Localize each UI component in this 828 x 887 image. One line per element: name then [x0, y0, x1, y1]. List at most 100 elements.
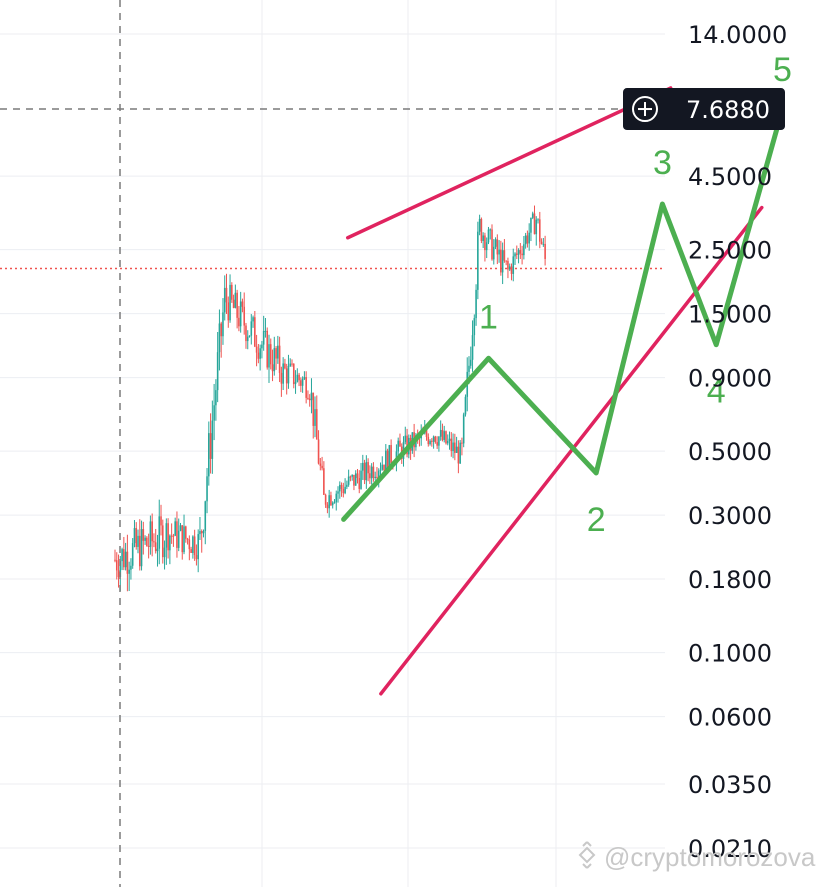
candle [331, 501, 334, 509]
candle [239, 291, 242, 333]
wave-label-3: 3 [653, 144, 672, 182]
candle [130, 558, 132, 580]
candle [174, 517, 176, 537]
candle [369, 465, 371, 485]
candle [135, 522, 138, 550]
candle [333, 499, 336, 504]
candle [496, 234, 499, 265]
candle [123, 536, 125, 571]
candle [192, 535, 194, 559]
candle [459, 440, 461, 464]
candle [241, 298, 244, 313]
candle [243, 292, 246, 335]
candle [294, 370, 297, 394]
candle [492, 239, 495, 265]
current-price-tag[interactable]: 7.6880 [623, 88, 785, 131]
candle [498, 240, 500, 263]
candle [438, 435, 440, 452]
candle [370, 463, 373, 485]
candle [365, 455, 368, 489]
candle [269, 338, 272, 370]
candle [176, 511, 178, 558]
candle [278, 336, 281, 383]
candle [183, 514, 185, 555]
candle [275, 346, 277, 370]
candle [514, 252, 516, 265]
candle [169, 534, 171, 565]
candle [158, 499, 161, 565]
price-tick-label: 0.0350 [688, 771, 772, 799]
candle [487, 226, 490, 245]
candle [335, 490, 338, 511]
candle [461, 437, 463, 456]
candle [462, 412, 465, 448]
candle [446, 434, 449, 446]
candle [193, 529, 196, 561]
candle [225, 273, 228, 314]
candle [305, 371, 307, 404]
candle [163, 540, 166, 570]
candle [443, 425, 446, 443]
candle [508, 263, 511, 272]
candle [208, 421, 210, 486]
candle [236, 289, 238, 329]
candle [161, 519, 164, 564]
candle [540, 238, 543, 245]
candle [197, 529, 199, 573]
watermark-handle: @cryptomorozova [604, 842, 816, 872]
candle [533, 205, 536, 235]
candle [252, 315, 254, 328]
channel-line-lower[interactable] [379, 205, 764, 696]
candle [262, 315, 265, 351]
candle [266, 327, 269, 370]
candle [147, 533, 150, 559]
channel-line-upper[interactable] [346, 86, 673, 240]
candle [475, 284, 477, 326]
candle [231, 282, 233, 303]
candle [167, 518, 169, 559]
price-axis[interactable]: 14.0000 4.5000 2.5000 1.5000 0.9000 0.5000 0.3… [688, 21, 787, 863]
candle [222, 298, 224, 345]
candle [218, 309, 221, 371]
candle [310, 378, 313, 414]
candle [300, 377, 302, 393]
candle [287, 354, 290, 389]
candle [510, 263, 513, 281]
candle [432, 435, 435, 449]
candle [114, 549, 116, 563]
candle [321, 456, 323, 471]
candle [200, 529, 203, 553]
candle [324, 493, 327, 508]
candle [464, 394, 467, 417]
candle [429, 439, 431, 446]
wave-label-5: 5 [773, 51, 792, 89]
price-tick-label: 14.0000 [688, 21, 787, 49]
candle [404, 426, 407, 445]
candle [264, 317, 267, 338]
candle [206, 468, 208, 514]
candle [160, 504, 162, 536]
candle [211, 400, 214, 474]
candle [172, 533, 175, 547]
candle [319, 457, 322, 471]
candle [315, 395, 318, 440]
wave-path[interactable] [341, 106, 785, 522]
candle [358, 470, 361, 494]
candle [503, 239, 506, 263]
candle [450, 432, 453, 457]
candle [223, 275, 226, 321]
candle [455, 436, 458, 453]
candle [301, 376, 304, 393]
crosshair-add-icon[interactable] [632, 96, 658, 123]
candle [354, 470, 357, 486]
candle [544, 235, 546, 266]
candle [326, 502, 329, 514]
candle [346, 480, 348, 490]
price-tick-label: 0.0600 [688, 704, 772, 732]
candle [268, 334, 270, 383]
candle [356, 468, 359, 484]
candle [521, 245, 523, 265]
candle [342, 482, 345, 498]
candle [528, 223, 530, 251]
